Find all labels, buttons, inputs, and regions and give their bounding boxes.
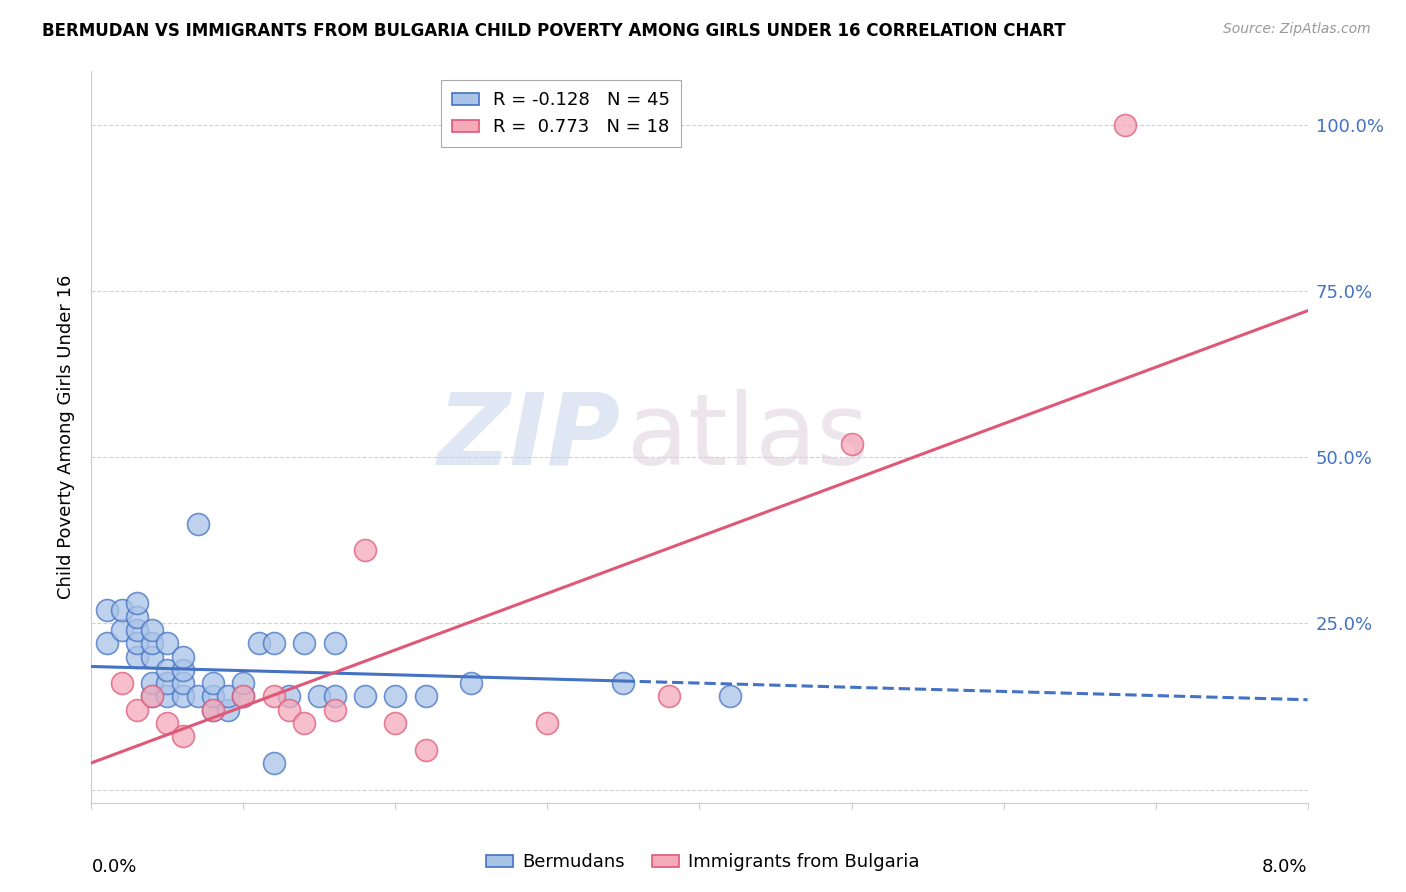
Point: [536, 716, 558, 731]
Point: [263, 690, 285, 704]
Point: [125, 609, 148, 624]
Point: [202, 676, 225, 690]
Point: [658, 690, 681, 704]
Point: [156, 636, 179, 650]
Point: [308, 690, 330, 704]
Point: [172, 663, 194, 677]
Point: [187, 516, 209, 531]
Point: [141, 676, 163, 690]
Point: [278, 690, 301, 704]
Point: [141, 690, 163, 704]
Point: [156, 716, 179, 731]
Point: [415, 742, 437, 756]
Text: BERMUDAN VS IMMIGRANTS FROM BULGARIA CHILD POVERTY AMONG GIRLS UNDER 16 CORRELAT: BERMUDAN VS IMMIGRANTS FROM BULGARIA CHI…: [42, 22, 1066, 40]
Point: [156, 676, 179, 690]
Point: [263, 636, 285, 650]
Point: [156, 690, 179, 704]
Point: [141, 636, 163, 650]
Point: [125, 623, 148, 637]
Point: [384, 690, 406, 704]
Point: [841, 436, 863, 450]
Text: 8.0%: 8.0%: [1263, 858, 1308, 876]
Point: [187, 690, 209, 704]
Point: [202, 703, 225, 717]
Point: [125, 649, 148, 664]
Point: [141, 690, 163, 704]
Point: [202, 690, 225, 704]
Point: [141, 649, 163, 664]
Point: [292, 716, 315, 731]
Legend: Bermudans, Immigrants from Bulgaria: Bermudans, Immigrants from Bulgaria: [479, 847, 927, 879]
Text: 0.0%: 0.0%: [91, 858, 136, 876]
Point: [323, 703, 346, 717]
Point: [111, 623, 134, 637]
Point: [217, 690, 239, 704]
Point: [718, 690, 741, 704]
Point: [323, 636, 346, 650]
Point: [156, 663, 179, 677]
Text: atlas: atlas: [627, 389, 868, 485]
Point: [612, 676, 634, 690]
Legend: R = -0.128   N = 45, R =  0.773   N = 18: R = -0.128 N = 45, R = 0.773 N = 18: [441, 80, 681, 147]
Point: [202, 703, 225, 717]
Point: [172, 690, 194, 704]
Point: [460, 676, 482, 690]
Point: [263, 756, 285, 770]
Text: Source: ZipAtlas.com: Source: ZipAtlas.com: [1223, 22, 1371, 37]
Point: [172, 729, 194, 743]
Point: [232, 690, 254, 704]
Point: [247, 636, 270, 650]
Point: [172, 649, 194, 664]
Point: [354, 543, 377, 558]
Point: [111, 676, 134, 690]
Point: [278, 703, 301, 717]
Point: [384, 716, 406, 731]
Point: [96, 636, 118, 650]
Point: [415, 690, 437, 704]
Point: [354, 690, 377, 704]
Point: [292, 636, 315, 650]
Point: [125, 596, 148, 610]
Text: ZIP: ZIP: [437, 389, 620, 485]
Point: [172, 676, 194, 690]
Point: [125, 636, 148, 650]
Point: [96, 603, 118, 617]
Point: [125, 703, 148, 717]
Point: [323, 690, 346, 704]
Y-axis label: Child Poverty Among Girls Under 16: Child Poverty Among Girls Under 16: [58, 275, 76, 599]
Point: [1114, 118, 1136, 132]
Point: [232, 676, 254, 690]
Point: [141, 623, 163, 637]
Point: [217, 703, 239, 717]
Point: [232, 690, 254, 704]
Point: [111, 603, 134, 617]
